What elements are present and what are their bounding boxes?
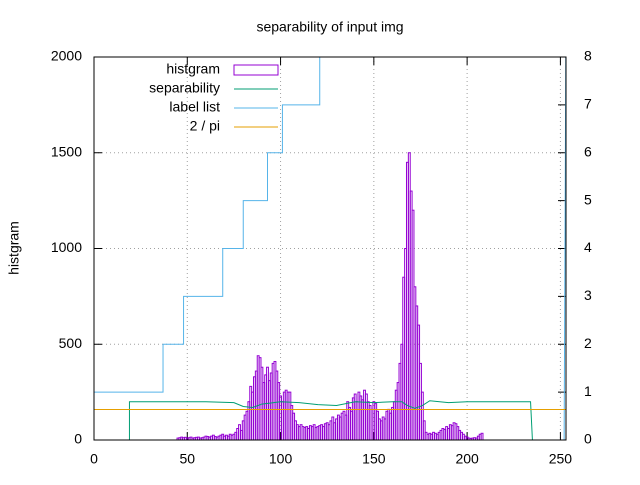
x-tick-label: 150 bbox=[362, 451, 386, 467]
y2-tick-label: 0 bbox=[584, 431, 592, 447]
y-axis-label: histgram bbox=[6, 221, 22, 275]
y2-tick-label: 3 bbox=[584, 287, 592, 303]
y2-tick-label: 2 bbox=[584, 335, 592, 351]
legend-label: label list bbox=[169, 99, 220, 115]
x-tick-label: 100 bbox=[269, 451, 293, 467]
y2-tick-label: 1 bbox=[584, 383, 592, 399]
legend-label: 2 / pi bbox=[190, 118, 220, 134]
y2-tick-label: 8 bbox=[584, 48, 592, 64]
y-tick-label: 0 bbox=[74, 431, 82, 447]
legend-swatch bbox=[233, 64, 279, 76]
plot-border bbox=[93, 56, 567, 441]
y-tick-label: 2000 bbox=[51, 48, 82, 64]
y-tick-label: 500 bbox=[59, 335, 83, 351]
y2-tick-label: 6 bbox=[584, 143, 592, 159]
y-tick-label: 1000 bbox=[51, 239, 82, 255]
x-tick-label: 250 bbox=[549, 451, 573, 467]
x-tick-label: 50 bbox=[179, 451, 195, 467]
legend-label: histgram bbox=[166, 61, 220, 77]
histogram-bar bbox=[422, 420, 426, 440]
y-tick-label: 1500 bbox=[51, 143, 82, 159]
y2-tick-label: 7 bbox=[584, 96, 592, 112]
chart-title: separability of input img bbox=[256, 19, 403, 35]
x-tick-label: 200 bbox=[455, 451, 479, 467]
series-line bbox=[128, 400, 533, 440]
y2-tick-label: 5 bbox=[584, 191, 592, 207]
y2-tick-label: 4 bbox=[584, 239, 592, 255]
histogram-bar bbox=[420, 391, 424, 440]
x-tick-label: 0 bbox=[90, 451, 98, 467]
legend-label: separability bbox=[149, 80, 220, 96]
